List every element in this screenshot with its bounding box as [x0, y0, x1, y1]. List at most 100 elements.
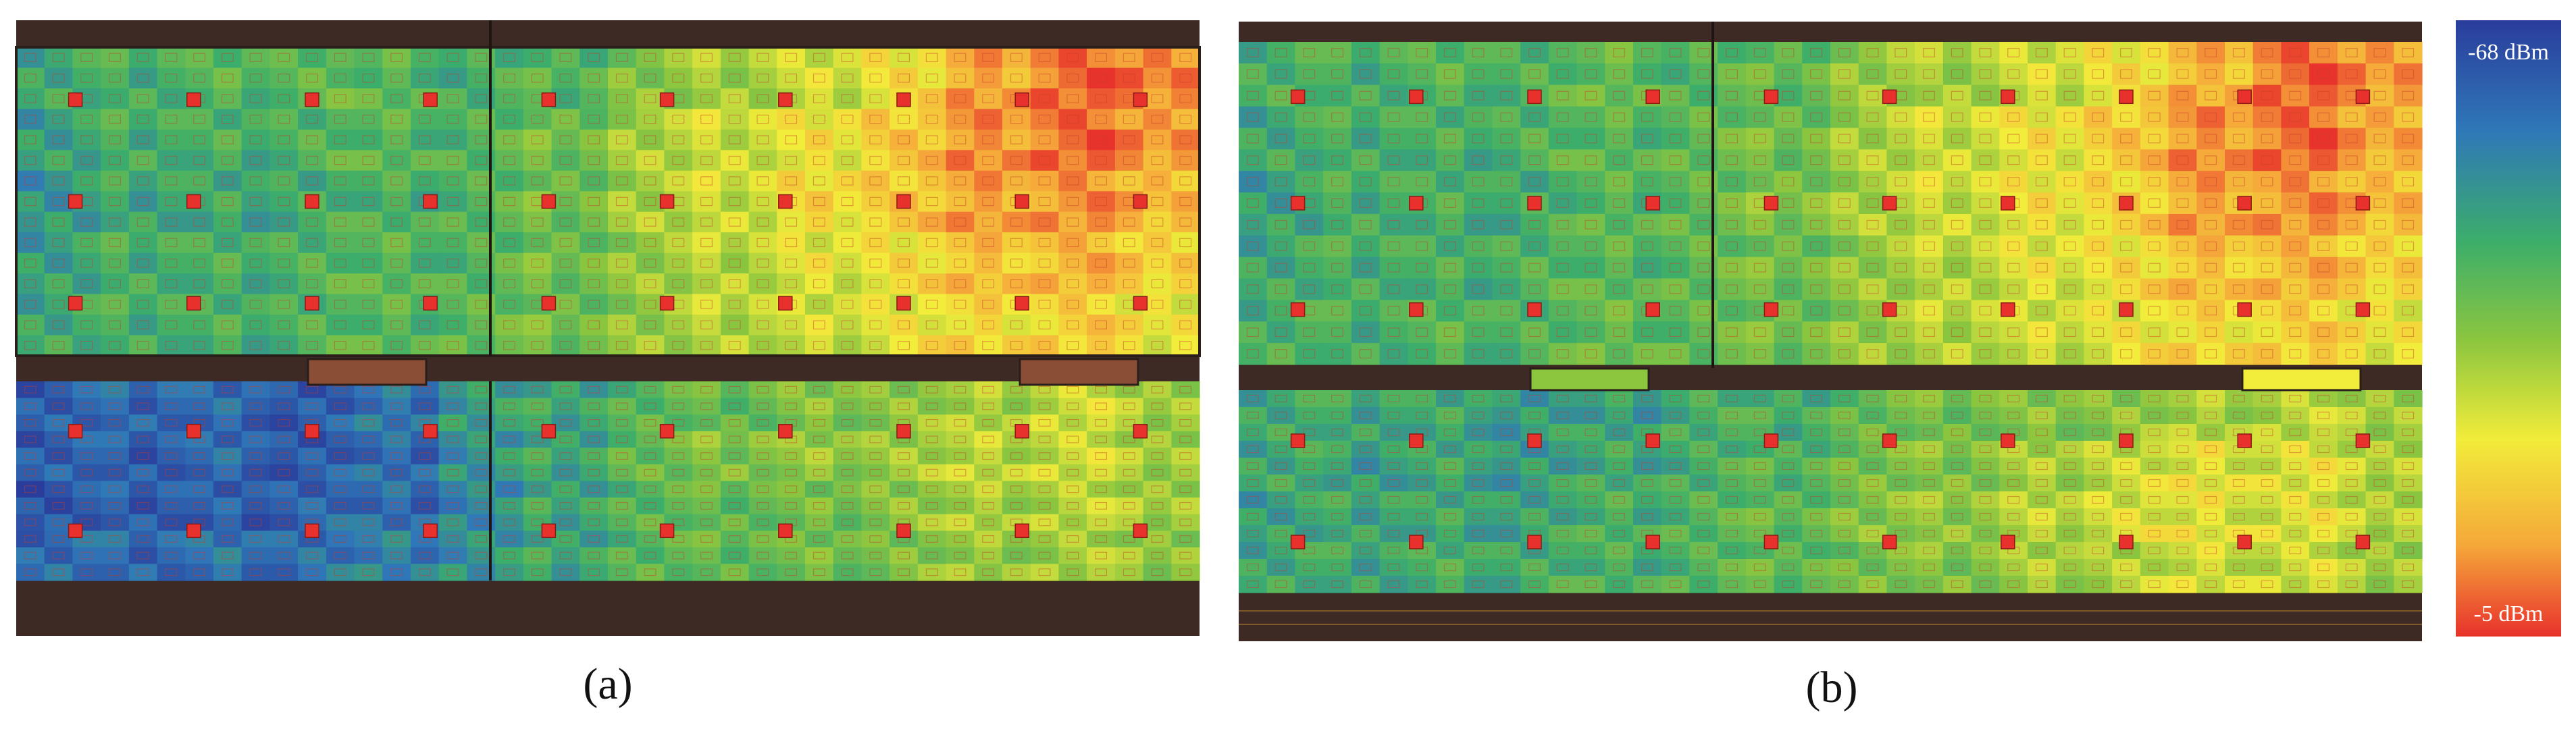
heatmap-cell [1408, 390, 1437, 408]
desk-marker [1669, 112, 1682, 122]
desk-marker [700, 402, 713, 410]
heatmap-cell [157, 273, 186, 295]
heatmap-cell [1239, 63, 1268, 86]
heatmap-cell [1774, 491, 1803, 509]
desk-marker [1500, 284, 1513, 294]
heatmap-cell [411, 150, 440, 171]
heatmap-cell [2225, 458, 2254, 475]
desk-marker [1895, 394, 1907, 403]
desk-marker [1697, 580, 1710, 589]
access-point-marker [2119, 302, 2134, 317]
heatmap-cell [1999, 458, 2028, 475]
access-point-marker [1527, 433, 1542, 448]
desk-marker [1443, 90, 1456, 101]
heatmap-cell [1295, 407, 1324, 425]
access-point-marker [1409, 433, 1424, 448]
desk-marker [1387, 284, 1400, 294]
heatmap-cell [1745, 213, 1775, 236]
heatmap-cell [608, 129, 637, 151]
desk-marker [52, 568, 65, 576]
desk-marker [1782, 462, 1795, 470]
heatmap-cell [777, 564, 806, 581]
desk-marker [2176, 394, 2189, 403]
heatmap-cell [1492, 475, 1521, 492]
desk-marker [2092, 546, 2105, 555]
desk-marker [221, 53, 234, 62]
desk-marker [1979, 219, 1992, 230]
heatmap-cell [1002, 273, 1031, 295]
desk-marker [700, 196, 713, 207]
heatmap-cell [2196, 559, 2225, 576]
heatmap-cell [1239, 300, 1268, 322]
desk-marker [2373, 219, 2386, 230]
desk-marker [1951, 580, 1963, 589]
desk-marker [756, 217, 769, 227]
heatmap-cell [16, 232, 45, 254]
heatmap-cell [2281, 525, 2310, 543]
heatmap-cell [1886, 278, 1915, 300]
desk-marker [221, 341, 234, 350]
desk-marker [24, 485, 36, 493]
desk-marker [1500, 327, 1513, 338]
heatmap-cell [974, 252, 1003, 274]
desk-marker [249, 385, 262, 394]
heatmap-cell [833, 252, 862, 274]
desk-marker [1613, 90, 1626, 101]
heatmap-cell [579, 191, 609, 213]
heatmap-cell [692, 191, 721, 213]
desk-marker [615, 468, 628, 477]
desk-marker [1669, 546, 1682, 555]
heatmap-cell [748, 88, 777, 109]
desk-marker [1443, 263, 1456, 273]
heatmap-cell [1323, 525, 1352, 543]
desk-marker [1179, 452, 1192, 460]
desk-marker [700, 320, 713, 330]
desk-marker [2035, 112, 2048, 122]
desk-marker [1038, 452, 1051, 460]
heatmap-cell [241, 273, 270, 295]
heatmap-cell [438, 514, 467, 531]
heatmap-cell [608, 335, 637, 356]
access-point-marker [659, 296, 675, 311]
desk-marker [249, 176, 262, 186]
desk-marker [1443, 462, 1456, 470]
desk-marker [1359, 47, 1372, 57]
desk-marker [1585, 462, 1597, 470]
heatmap-cell [551, 252, 580, 274]
heatmap-cell [1774, 149, 1803, 171]
heatmap-cell [298, 497, 327, 515]
heatmap-cell [1408, 321, 1437, 344]
desk-marker [2035, 284, 2048, 294]
desk-marker [2289, 349, 2302, 359]
heatmap-cell [1464, 441, 1493, 458]
desk-marker [165, 468, 178, 477]
heatmap-cell [805, 497, 834, 515]
desk-marker [1151, 385, 1164, 394]
heatmap-cell [128, 431, 158, 448]
heatmap-cell [1266, 235, 1295, 258]
desk-marker [2092, 69, 2105, 79]
desk-marker [1895, 177, 1907, 187]
desk-marker [80, 176, 93, 186]
heatmap-cell [72, 398, 101, 415]
desk-marker [2289, 445, 2302, 454]
desk-marker [841, 452, 854, 460]
desk-marker [898, 135, 910, 144]
access-point-marker [541, 92, 557, 107]
desk-marker [475, 568, 488, 576]
heatmap-cell [16, 547, 45, 564]
desk-marker [1669, 495, 1682, 504]
desk-marker [165, 217, 178, 227]
desk-marker [813, 435, 825, 443]
desk-marker [925, 135, 938, 144]
desk-marker [1726, 327, 1738, 338]
heatmap-cell [2365, 559, 2394, 576]
heatmap-cell [974, 232, 1003, 254]
desk-marker [1066, 217, 1079, 227]
heatmap-cell [608, 481, 637, 498]
heatmap-cell [748, 273, 777, 295]
heatmap-cell [1323, 235, 1352, 258]
desk-marker [2205, 394, 2217, 403]
desk-marker [1179, 535, 1192, 543]
desk-marker [278, 135, 290, 144]
